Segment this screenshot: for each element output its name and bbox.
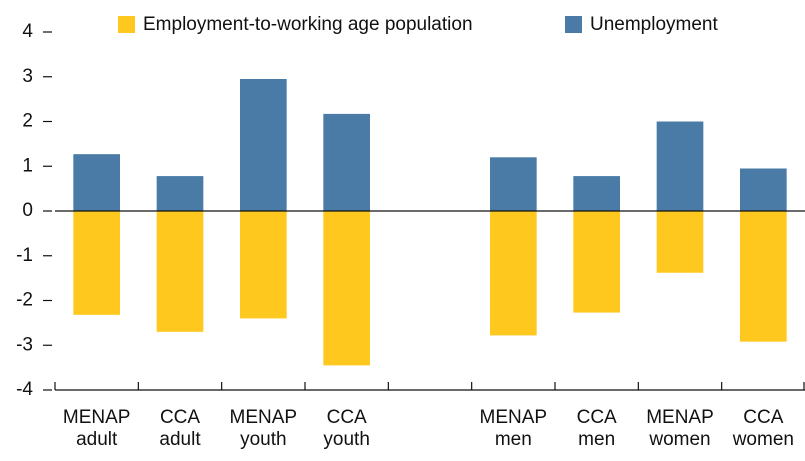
x-tick-label: CCA men bbox=[577, 407, 617, 450]
bar bbox=[490, 211, 537, 336]
x-tick-label: MENAP women bbox=[646, 407, 714, 450]
bar bbox=[740, 211, 787, 342]
y-tick-label: 0 bbox=[22, 200, 33, 221]
bar bbox=[323, 113, 370, 211]
y-tick-label: 4 bbox=[22, 21, 33, 42]
x-tick-label: MENAP adult bbox=[63, 407, 131, 450]
legend-label: Unemployment bbox=[590, 14, 718, 35]
bar bbox=[573, 176, 620, 211]
bar bbox=[323, 211, 370, 366]
bar bbox=[156, 176, 204, 211]
y-tick-label: 2 bbox=[22, 111, 33, 132]
bar bbox=[240, 211, 287, 319]
bar bbox=[656, 211, 704, 273]
y-tick-label: -1 bbox=[16, 245, 33, 266]
bar bbox=[73, 211, 120, 315]
bar bbox=[156, 211, 204, 332]
x-tick-label: CCA youth bbox=[323, 407, 369, 450]
y-tick-label: -4 bbox=[16, 379, 33, 400]
bar bbox=[240, 78, 287, 211]
x-tick-label: CCA women bbox=[732, 407, 794, 450]
bar bbox=[73, 154, 120, 211]
x-tick-label: MENAP men bbox=[480, 407, 548, 450]
legend-label: Employment-to-working age population bbox=[143, 14, 473, 35]
y-tick-label: 1 bbox=[22, 155, 33, 176]
bar bbox=[656, 121, 704, 211]
legend-swatch bbox=[565, 16, 582, 33]
bar bbox=[740, 168, 787, 211]
x-tick-label: CCA adult bbox=[159, 407, 201, 450]
y-tick-label: 3 bbox=[22, 66, 33, 87]
y-tick-label: -2 bbox=[16, 290, 33, 311]
bar bbox=[490, 157, 537, 211]
legend-swatch bbox=[118, 16, 135, 33]
x-tick-label: MENAP youth bbox=[230, 407, 298, 450]
y-tick-label: -3 bbox=[16, 334, 33, 355]
bar bbox=[573, 211, 620, 313]
